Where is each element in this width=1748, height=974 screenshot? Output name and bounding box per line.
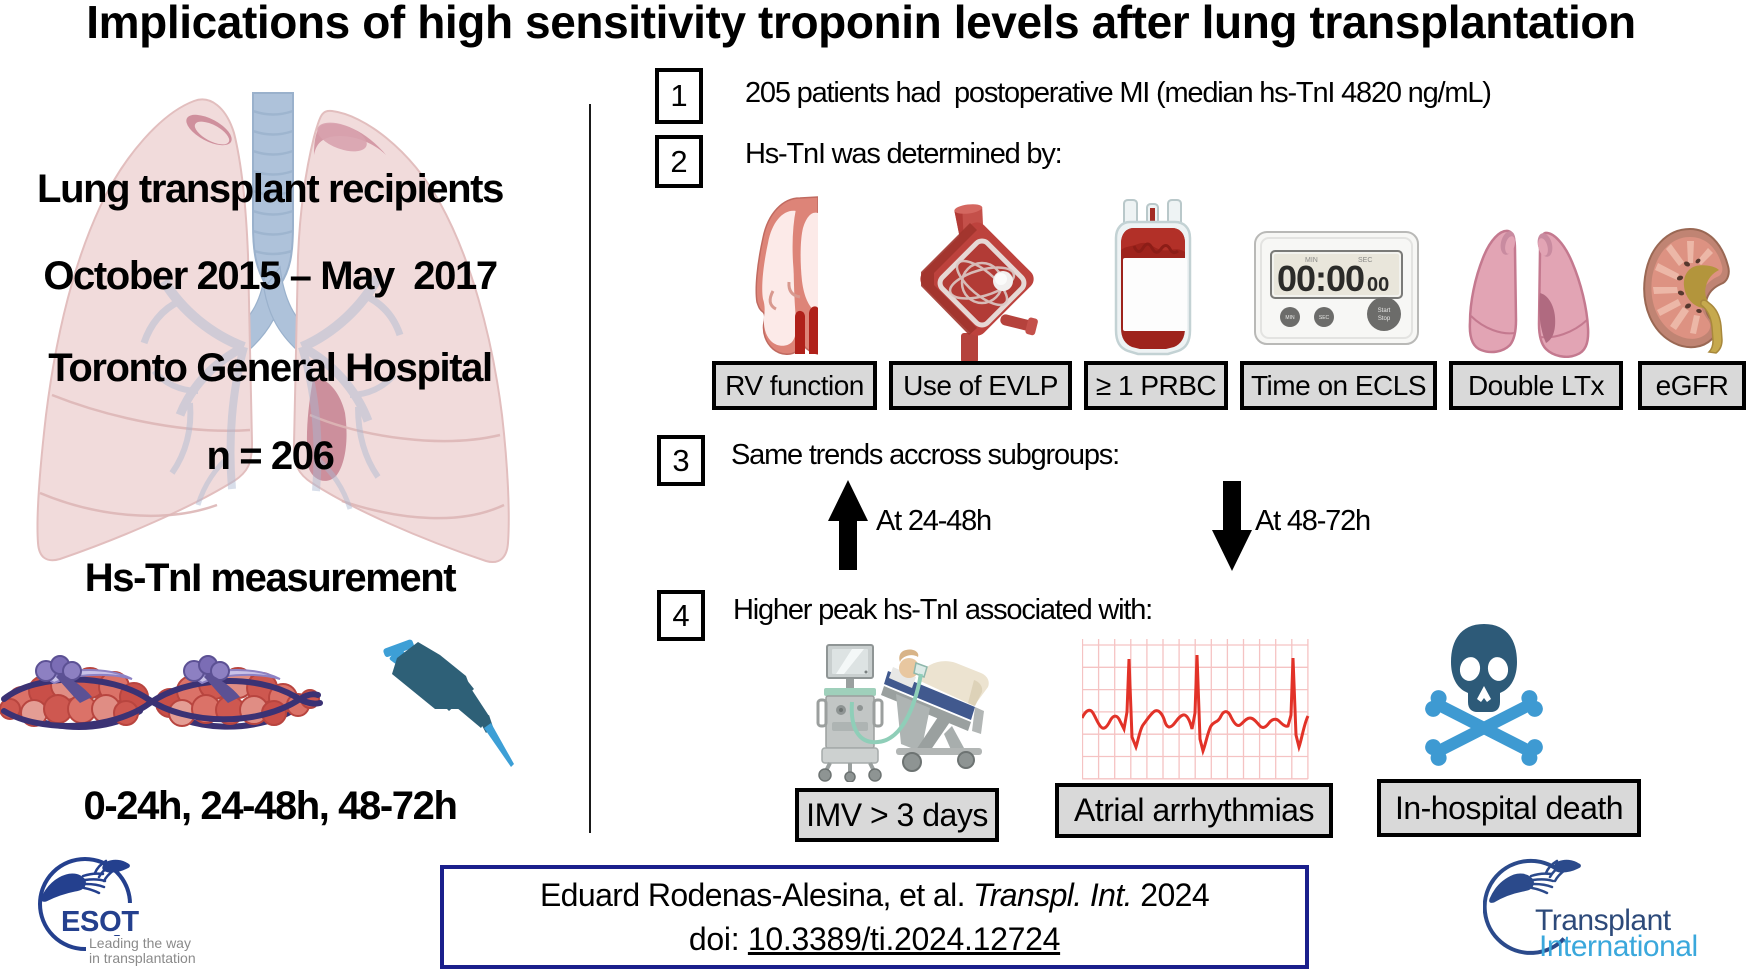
- svg-text:00:00: 00:00: [1277, 258, 1364, 299]
- svg-text:in transplantation: in transplantation: [89, 950, 196, 966]
- svg-text:Stop: Stop: [1378, 316, 1391, 322]
- svg-text:SEC: SEC: [1319, 315, 1330, 321]
- svg-text:Leading the way: Leading the way: [89, 935, 191, 951]
- svg-text:MIN: MIN: [1305, 257, 1318, 264]
- svg-text:SEC: SEC: [1358, 257, 1372, 264]
- svg-text:International: International: [1539, 930, 1698, 963]
- svg-text:Transplant: Transplant: [1535, 904, 1672, 937]
- svg-text:MIN: MIN: [1285, 315, 1295, 321]
- svg-text:00: 00: [1367, 274, 1389, 296]
- svg-text:ESOT: ESOT: [61, 906, 139, 938]
- svg-text:Start: Start: [1378, 308, 1391, 314]
